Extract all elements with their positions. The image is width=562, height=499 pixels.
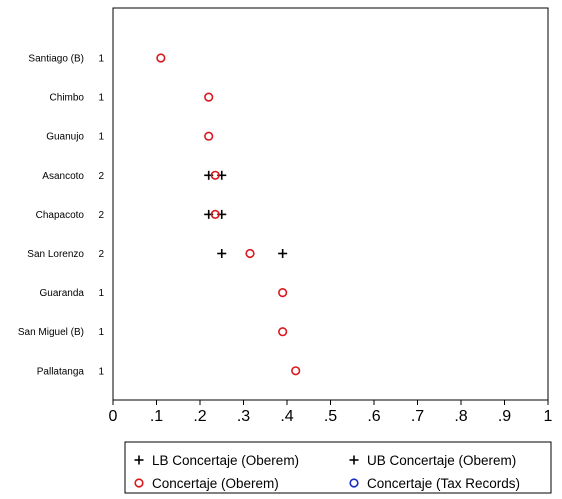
legend-label: UB Concertaje (Oberem): [367, 453, 516, 468]
data-point-circle: [156, 53, 166, 63]
legend-label: Concertaje (Oberem): [152, 476, 279, 491]
x-tick-label: .3: [237, 408, 250, 425]
x-tick-label: 0: [109, 408, 118, 425]
row-label: Guaranda: [40, 288, 85, 299]
legend-label: Concertaje (Tax Records): [367, 476, 520, 491]
row-count: 2: [98, 249, 104, 260]
data-point-circle: [278, 327, 288, 337]
data-marks: [156, 53, 301, 376]
data-point-plus: [217, 249, 227, 258]
legend-marker-plus: [134, 455, 144, 465]
data-point-circle: [278, 288, 288, 298]
plot-area: [112, 7, 549, 401]
x-tick-label: .9: [498, 408, 511, 425]
data-point-plus: [278, 249, 288, 258]
row-label: Guanujo: [46, 132, 84, 143]
legend-marker-circle: [349, 478, 359, 488]
data-point-circle: [245, 248, 255, 259]
x-tick-label: .5: [324, 408, 337, 425]
data-point-circle: [210, 209, 220, 219]
x-tick-label: 1: [544, 408, 553, 425]
legend: LB Concertaje (Oberem) UB Concertaje (Obe…: [124, 441, 552, 494]
legend-marker-circle: [134, 478, 144, 488]
x-tick-label: .2: [193, 408, 206, 425]
row-count: 1: [98, 327, 104, 338]
x-tick-label: .6: [367, 408, 380, 425]
row-label: San Miguel (B): [18, 327, 84, 338]
row-label: San Lorenzo: [27, 249, 84, 260]
row-count: 1: [98, 366, 104, 377]
row-label: Asancoto: [42, 171, 84, 182]
data-point-circle: [204, 131, 214, 141]
row-count: 2: [98, 171, 104, 182]
row-label: Chapacoto: [36, 210, 85, 221]
row-labels: Santiago (B) 1 Chimbo 1 Guanujo 1 Asancoto 2 Cha…: [18, 54, 105, 378]
row-label: Santiago (B): [28, 54, 84, 65]
row-count: 2: [98, 210, 104, 221]
x-tick-label: .4: [280, 408, 293, 425]
row-count: 1: [98, 288, 104, 299]
x-tick-label: .1: [150, 408, 163, 425]
data-point-circle: [210, 170, 220, 180]
legend-box: [124, 441, 552, 494]
row-count: 1: [98, 93, 104, 104]
data-point-circle: [291, 366, 301, 376]
plot-frame: [112, 7, 549, 401]
row-label: Chimbo: [50, 93, 85, 104]
legend-label: LB Concertaje (Oberem): [152, 453, 299, 468]
legend-marker-plus: [349, 455, 359, 465]
row-label: Pallatanga: [37, 366, 85, 377]
row-count: 1: [98, 132, 104, 143]
x-tick-label: .8: [454, 408, 467, 425]
data-point-circle: [204, 92, 214, 102]
x-tick-label: .7: [411, 408, 424, 425]
x-axis: 0 .1 .2 .3 .4 .5 .6 .7 .8 .9 1: [109, 400, 553, 425]
row-count: 1: [98, 54, 104, 65]
